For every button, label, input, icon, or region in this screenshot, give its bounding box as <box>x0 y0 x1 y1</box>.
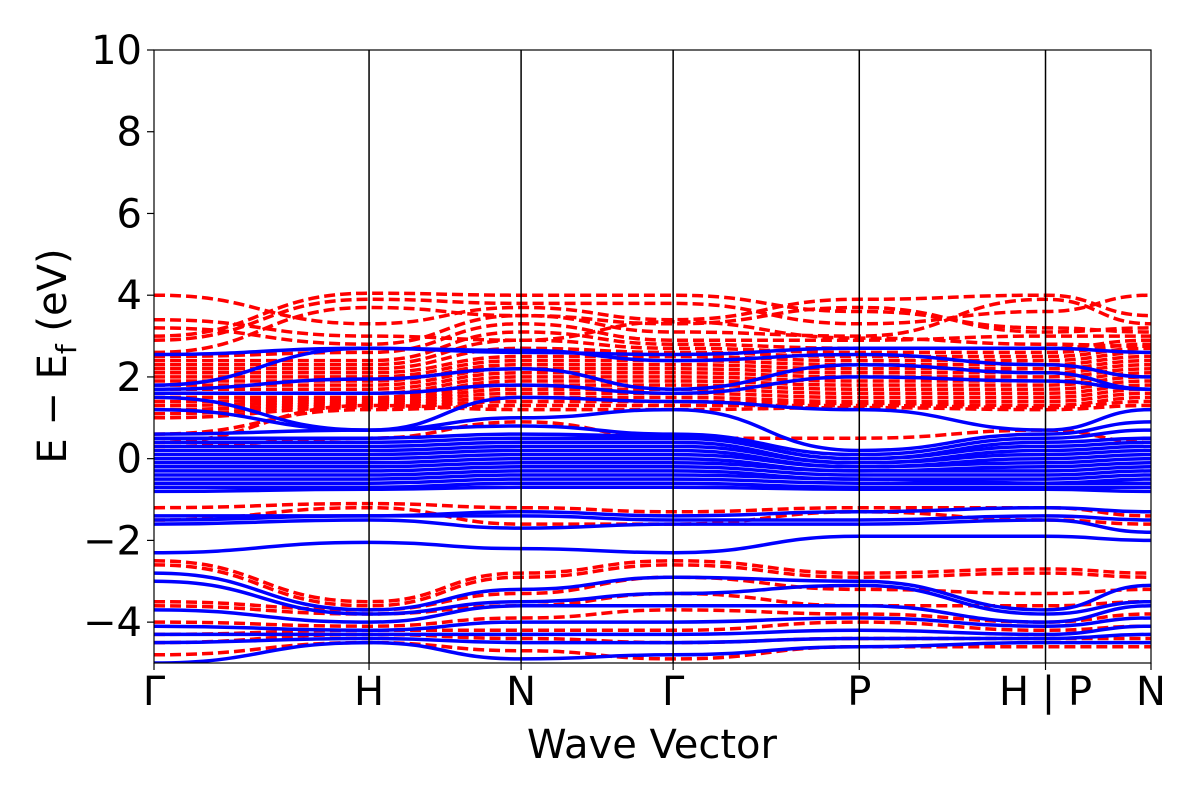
y-tick-label: 8 <box>117 110 142 156</box>
red-band-line <box>154 559 1151 604</box>
x-axis-title: Wave Vector <box>527 722 778 768</box>
red-band-line <box>154 305 1151 346</box>
y-tick-label: 2 <box>117 355 142 401</box>
y-tick-label: 6 <box>117 191 142 237</box>
red-band-line <box>154 322 1151 359</box>
x-axis-ticks: Γ H N Γ P H | P N <box>143 663 1166 715</box>
y-tick-label: −4 <box>83 600 142 646</box>
y-axis-title-subscript: f <box>50 343 83 354</box>
x-tick-label: P <box>847 669 871 715</box>
y-axis-ticks: −4 −2 0 2 4 6 8 10 <box>83 28 154 646</box>
y-axis-title-main: E − E <box>30 354 76 464</box>
red-band-line <box>154 297 1151 355</box>
red-band-line <box>154 317 1151 349</box>
blue-band-line <box>154 640 1151 663</box>
plot-frame <box>153 49 1152 664</box>
x-tick-label: H <box>354 669 384 715</box>
red-band-line <box>154 293 1151 326</box>
y-axis-title-unit: (eV) <box>30 248 76 344</box>
red-band-line <box>154 346 1151 371</box>
y-tick-label: 4 <box>117 273 142 319</box>
x-tick-label: Γ <box>662 669 685 715</box>
red-band-line <box>154 291 1151 338</box>
x-tick-label: N <box>506 669 536 715</box>
x-tick-label: Γ <box>143 669 166 715</box>
x-tick-label: H | P <box>999 669 1092 715</box>
x-tick-label: N <box>1136 669 1166 715</box>
y-tick-label: 0 <box>117 437 142 483</box>
red-band-line <box>154 338 1151 367</box>
red-band-line <box>154 293 1151 342</box>
red-band-line <box>154 399 1151 436</box>
red-band-line <box>154 395 1151 420</box>
y-tick-label: −2 <box>83 518 142 564</box>
y-axis-title: E − Ef (eV) <box>30 248 83 463</box>
y-tick-label: 10 <box>91 28 142 74</box>
red-band-line <box>154 563 1151 608</box>
high-symmetry-lines <box>368 50 1047 663</box>
